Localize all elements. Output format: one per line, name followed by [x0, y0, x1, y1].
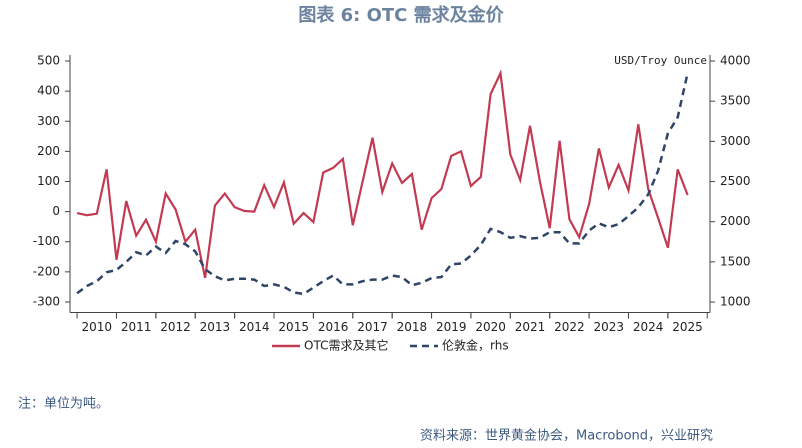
y2-tick-label: 3000 — [720, 134, 751, 148]
y-tick-label: 100 — [37, 174, 60, 188]
x-tick-label: 2014 — [239, 320, 270, 334]
y2-tick-label: 1000 — [720, 295, 751, 309]
source: 资料来源：世界黄金协会，Macrobond，兴业研究 — [420, 428, 713, 444]
x-tick-label: 2025 — [672, 320, 703, 334]
x-tick-label: 2019 — [436, 320, 467, 334]
x-tick-label: 2013 — [200, 320, 231, 334]
x-tick-label: 2012 — [160, 320, 191, 334]
y2-tick-label: 3500 — [720, 94, 751, 108]
series-line — [76, 72, 689, 296]
y-tick-label: -200 — [33, 264, 60, 278]
x-tick-label: 2015 — [278, 320, 309, 334]
legend-label: OTC需求及其它 — [304, 338, 388, 353]
y-tick-label: 400 — [37, 84, 60, 98]
y2-tick-label: 2000 — [720, 214, 751, 228]
x-tick-label: 2020 — [475, 320, 506, 334]
y-tick-label: 200 — [37, 144, 60, 158]
x-tick-label: 2021 — [515, 320, 546, 334]
series-line — [76, 69, 689, 279]
x-tick-label: 2023 — [594, 320, 625, 334]
note: 注：单位为吨。 — [18, 397, 109, 412]
y2-tick-label: 4000 — [720, 54, 751, 68]
x-tick-label: 2010 — [82, 320, 113, 334]
y2-axis-label: USD/Troy Ounce — [614, 54, 707, 67]
x-tick-label: 2016 — [318, 320, 349, 334]
y2-tick-label: 1500 — [720, 254, 751, 268]
x-tick-label: 2022 — [554, 320, 585, 334]
y-tick-label: 300 — [37, 114, 60, 128]
x-tick-label: 2024 — [633, 320, 664, 334]
x-tick-label: 2011 — [121, 320, 152, 334]
x-tick-label: 2018 — [397, 320, 428, 334]
y2-tick-label: 2500 — [720, 174, 751, 188]
x-tick-label: 2017 — [357, 320, 388, 334]
y-tick-label: -100 — [33, 234, 60, 248]
y-tick-label: 500 — [37, 54, 60, 68]
legend-label: 伦敦金，rhs — [442, 338, 509, 353]
chart-title: 图表 6: OTC 需求及金价 — [298, 4, 504, 26]
y-tick-label: 0 — [52, 204, 60, 218]
y-tick-label: -300 — [33, 294, 60, 308]
